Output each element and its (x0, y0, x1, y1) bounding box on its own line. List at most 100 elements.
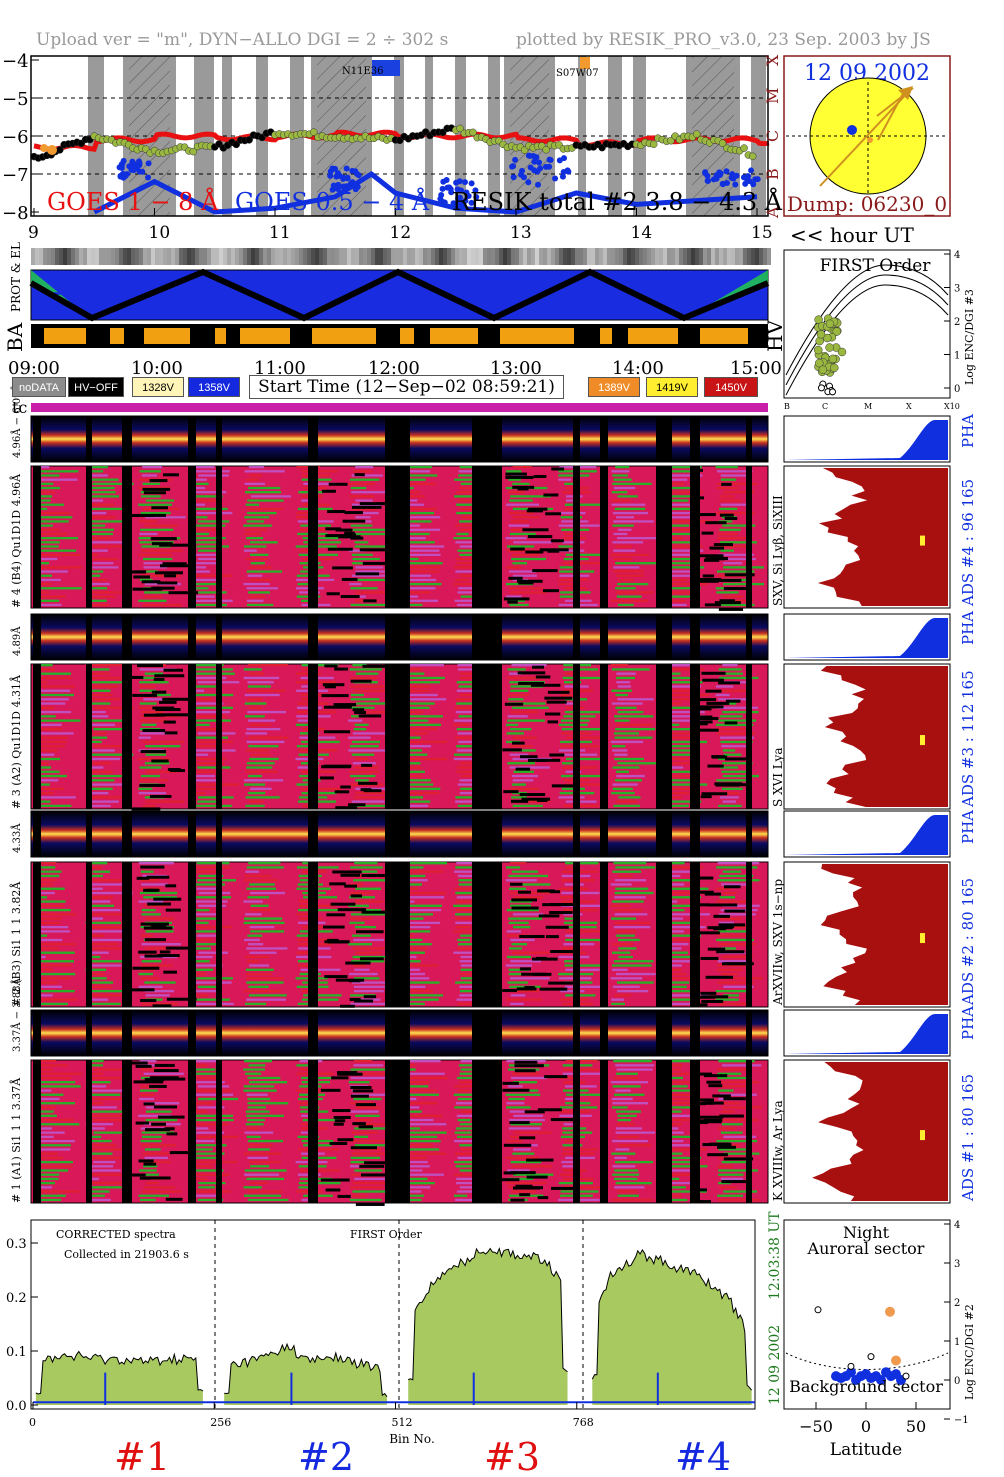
spectrogram-cell (612, 749, 628, 752)
spectrogram-cell (138, 520, 157, 523)
spectrogram-cell (512, 1152, 535, 1155)
spectrogram-cell (349, 706, 375, 709)
prot-gray-cell (55, 248, 59, 265)
spectrogram-dark (335, 528, 353, 532)
spectrogram-cell (350, 693, 364, 697)
spectrogram-cell (246, 1177, 285, 1181)
spectrogram-cell (612, 900, 644, 903)
spectrogram-cell (669, 664, 700, 667)
spectrogram-cell (668, 528, 696, 531)
spectrogram-dark (719, 924, 735, 928)
prot-gray-cell (179, 248, 183, 265)
corrected-label: CORRECTED spectra (56, 1228, 176, 1241)
spectrogram-cell (145, 1110, 172, 1113)
pha-range-label: 4.33Å (11, 823, 23, 853)
spectrogram-cell (513, 896, 544, 899)
spectrogram-gap (600, 466, 608, 608)
prot-gray-cell (543, 248, 547, 265)
spectrogram-cell (298, 1148, 340, 1151)
spectrogram-cell (564, 710, 603, 714)
spectrogram-cell (664, 891, 704, 895)
spectrogram-dark (545, 925, 569, 929)
spectrogram-cell (348, 1081, 370, 1084)
spectrogram-cell (249, 891, 286, 895)
spectrogram-cell (196, 545, 229, 548)
spectrogram-cell (670, 921, 695, 925)
spectrogram-cell (37, 951, 75, 954)
spectrogram-cell (716, 727, 749, 731)
spectrogram-cell (196, 511, 233, 515)
ba-segment (312, 328, 376, 344)
prot-gray-cell (467, 248, 471, 265)
spectrogram-dark (519, 967, 532, 971)
prot-noise (282, 297, 295, 300)
spectrogram-cell (246, 511, 277, 515)
spectrogram-cell (509, 745, 533, 748)
spectrogram-cell (141, 883, 168, 886)
spectrogram-dark (706, 701, 730, 705)
spectrogram-cell (249, 1181, 268, 1185)
ba-bar (31, 324, 768, 348)
spectrogram-cell (616, 595, 642, 598)
spectrogram-cell (721, 787, 743, 791)
prot-gray-cell (611, 248, 615, 265)
prot-gray-cell (203, 248, 207, 265)
spectrogram-dark (337, 1072, 363, 1076)
spectrogram-cell (248, 1081, 288, 1084)
pha-label: PHA (959, 414, 977, 448)
spectrogram-cell (564, 866, 578, 869)
spectrogram-cell (141, 934, 154, 937)
goes054-point (117, 173, 124, 180)
spectrogram-cell (406, 541, 435, 544)
spectrogram-dark (697, 1115, 724, 1119)
spectrogram-cell (565, 702, 579, 705)
spectrogram-cell (192, 482, 209, 486)
ads-histogram (820, 666, 948, 807)
goes054-point (440, 178, 447, 185)
spectrogram-cell (453, 757, 486, 761)
spectrogram-cell (509, 603, 529, 607)
spectrogram-cell (349, 1110, 379, 1113)
spectrogram-gap (216, 1060, 222, 1203)
spectrogram-cell (667, 887, 709, 890)
spectrogram-cell (719, 499, 741, 502)
prot-gray-cell (115, 248, 119, 265)
goes054-point (754, 176, 761, 183)
spectrogram-cell (351, 491, 388, 494)
spectrogram-cell (246, 866, 284, 869)
spectrogram-cell (349, 1139, 388, 1143)
spectrogram-cell (87, 1076, 125, 1080)
spectrogram-cell (144, 917, 175, 920)
spectrogram-gap (385, 466, 410, 608)
spectrogram-cell (90, 1002, 121, 1006)
spectrogram-cell (246, 570, 283, 573)
spectrogram-cell (611, 491, 628, 494)
prot-noise (499, 303, 521, 306)
spectrogram-cell (91, 723, 116, 727)
spectrogram-dark (344, 884, 357, 888)
spectrogram-cell (715, 693, 730, 697)
spectrogram-cell (33, 503, 65, 506)
spectrogram-dark (330, 902, 356, 906)
spectrogram-cell (39, 524, 53, 527)
spectrogram-cell (353, 578, 394, 582)
spectrogram-cell (716, 938, 754, 942)
spectrogram-cell (144, 1148, 161, 1151)
spectrogram-cell (611, 503, 646, 506)
pha-gap (122, 416, 132, 462)
goes054-point (122, 172, 129, 179)
spectrogram-cell (458, 879, 484, 882)
spectrogram-dark (530, 683, 561, 687)
spectrogram-cell (558, 749, 586, 752)
spectrogram-cell (247, 1106, 266, 1109)
spectrogram-cell (617, 685, 632, 688)
spectrogram-dark (519, 755, 538, 759)
spectrogram-cell (88, 1194, 105, 1197)
spectrogram-cell (353, 1064, 384, 1067)
spectrogram-cell (506, 908, 539, 912)
prot-gray-cell (303, 248, 307, 265)
first-order-ytick-label: 3 (954, 284, 960, 295)
spectrogram-dark (354, 711, 366, 715)
spectrogram-cell (91, 1106, 117, 1109)
spectrogram-cell (39, 719, 81, 722)
